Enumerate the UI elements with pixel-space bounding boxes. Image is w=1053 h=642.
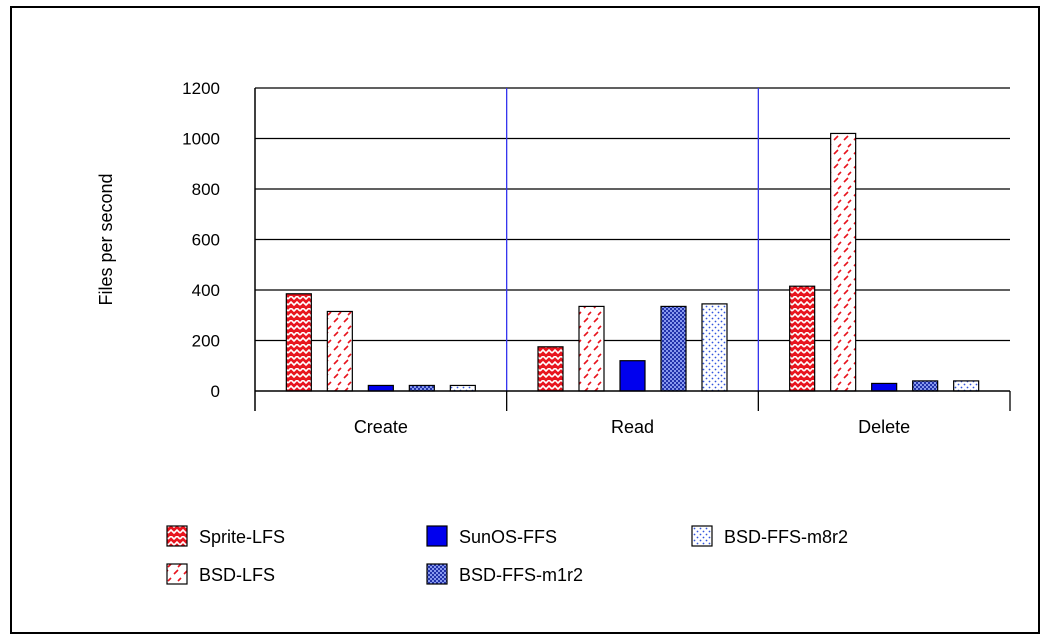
legend-swatch [166, 525, 188, 547]
legend-label: BSD-LFS [199, 565, 275, 585]
bar-sunos-ffs-delete [871, 382, 898, 392]
legend-swatch [426, 525, 448, 547]
legend-swatch [426, 563, 448, 585]
bar-sprite-lfs-delete [789, 285, 816, 392]
chart-frame: 0 200 400 600 800 1000 1200 Create Read Delete Fil… [10, 6, 1040, 634]
x-tick-label: Delete [858, 417, 910, 437]
bar-bsd-ffs-m8r2-delete [953, 380, 980, 392]
bar-sunos-ffs-create [367, 384, 394, 392]
bar-bsd-ffs-m8r2-read [701, 303, 728, 392]
bar-bsd-lfs-delete [830, 132, 857, 392]
y-tick-label: 200 [192, 332, 220, 351]
bar-sprite-lfs-create [285, 293, 312, 392]
y-tick-label: 1000 [182, 130, 220, 149]
legend: Sprite-LFS BSD-LFS SunOS-FFS BSD-FFS-m1r2 BS… [166, 525, 848, 585]
axis-layer: 0 200 400 600 800 1000 1200 Create Read Delete Fil… [96, 79, 1011, 437]
y-tick-label: 0 [211, 382, 220, 401]
y-tick-label: 1200 [182, 79, 220, 98]
bar-bsd-lfs-create [326, 310, 353, 392]
bar-sprite-lfs-read [537, 346, 564, 392]
y-axis-label: Files per second [96, 173, 116, 305]
grid-layer [255, 87, 1010, 391]
legend-swatch [166, 563, 188, 585]
bar-bsd-ffs-m8r2-create [449, 384, 476, 392]
bar-bsd-lfs-read [578, 305, 605, 392]
bar-bsd-ffs-m1r2-delete [912, 380, 939, 392]
legend-label: BSD-FFS-m1r2 [459, 565, 583, 585]
x-tick-label: Create [354, 417, 408, 437]
legend-label: SunOS-FFS [459, 527, 557, 547]
bar-sunos-ffs-read [619, 360, 646, 392]
legend-label: BSD-FFS-m8r2 [724, 527, 848, 547]
bar-chart: 0 200 400 600 800 1000 1200 Create Read Delete Fil… [96, 79, 1011, 585]
bar-bsd-ffs-m1r2-create [408, 384, 435, 392]
x-tick-label: Read [611, 417, 654, 437]
y-tick-label: 600 [192, 231, 220, 250]
legend-label: Sprite-LFS [199, 527, 285, 547]
bar-bsd-ffs-m1r2-read [660, 305, 687, 392]
y-tick-label: 800 [192, 180, 220, 199]
bars-layer [285, 132, 980, 392]
y-tick-label: 400 [192, 281, 220, 300]
legend-swatch [691, 525, 713, 547]
